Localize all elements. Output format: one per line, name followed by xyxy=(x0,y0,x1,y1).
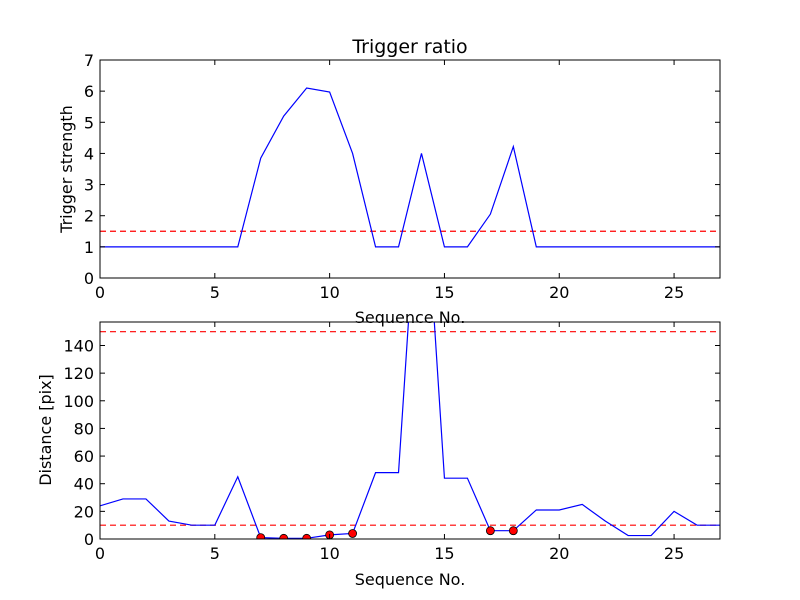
bottom-y-tick-label: 120 xyxy=(63,364,94,383)
bottom-x-axis-label: Sequence No. xyxy=(355,570,466,589)
bottom-y-tick-label: 80 xyxy=(74,419,94,438)
top-y-tick-label: 4 xyxy=(84,144,94,163)
bottom-data-marker xyxy=(256,533,266,539)
bottom-x-tick-label: 5 xyxy=(210,544,220,563)
top-x-tick-label: 15 xyxy=(434,283,454,302)
top-y-axis-label: Trigger strength xyxy=(57,105,76,234)
bottom-y-tick-label: 0 xyxy=(84,530,94,549)
top-x-tick-label: 25 xyxy=(664,283,684,302)
top-y-tick-label: 1 xyxy=(84,238,94,257)
bottom-ticks: 0 5 10 15 20 25 0 20 40 60 80 100 120 140 xyxy=(63,322,720,563)
bottom-y-tick-label: 40 xyxy=(74,475,94,494)
top-y-tick-label: 5 xyxy=(84,113,94,132)
bottom-data-marker xyxy=(302,533,312,539)
top-series-line xyxy=(100,87,720,248)
bottom-y-tick-label: 20 xyxy=(74,502,94,521)
bottom-x-tick-label: 10 xyxy=(319,544,339,563)
top-y-tick-label: 2 xyxy=(84,207,94,226)
bottom-data-marker xyxy=(348,529,357,538)
bottom-plot-area xyxy=(100,322,720,539)
top-x-axis-label: Sequence No. xyxy=(355,308,466,327)
bottom-data-marker xyxy=(508,526,518,536)
bottom-series-line xyxy=(100,322,720,539)
top-axes-frame xyxy=(99,59,721,279)
bottom-subplot: 0 5 10 15 20 25 0 20 40 60 80 100 120 140 Sequence No… xyxy=(36,321,721,589)
top-y-tick-label: 6 xyxy=(84,82,94,101)
top-ticks: 0 5 10 15 20 25 0 1 2 3 4 5 6 7 xyxy=(84,51,720,302)
bottom-y-tick-label: 100 xyxy=(63,392,94,411)
bottom-x-tick-label: 20 xyxy=(549,544,569,563)
top-y-tick-label: 7 xyxy=(84,51,94,70)
top-x-tick-label: 5 xyxy=(210,283,220,302)
bottom-y-tick-label: 140 xyxy=(63,336,94,355)
bottom-axes-frame xyxy=(99,321,721,540)
top-x-tick-label: 20 xyxy=(549,283,569,302)
bottom-data-marker xyxy=(485,526,495,536)
top-x-tick-label: 10 xyxy=(319,283,339,302)
top-subplot: Trigger ratio 0 5 10 15 20 25 0 1 2 3 4 5 6 7 Sequenc… xyxy=(57,36,721,327)
top-y-tick-label: 3 xyxy=(84,176,94,195)
bottom-x-tick-label: 0 xyxy=(95,544,105,563)
bottom-data-marker xyxy=(279,533,289,539)
top-plot-area xyxy=(100,87,720,248)
bottom-y-axis-label: Distance [pix] xyxy=(36,374,55,486)
bottom-x-tick-label: 15 xyxy=(434,544,454,563)
bottom-y-tick-label: 60 xyxy=(74,447,94,466)
top-y-tick-label: 0 xyxy=(84,269,94,288)
top-x-tick-label: 0 xyxy=(95,283,105,302)
bottom-x-tick-label: 25 xyxy=(664,544,684,563)
top-chart-title: Trigger ratio xyxy=(351,36,467,58)
